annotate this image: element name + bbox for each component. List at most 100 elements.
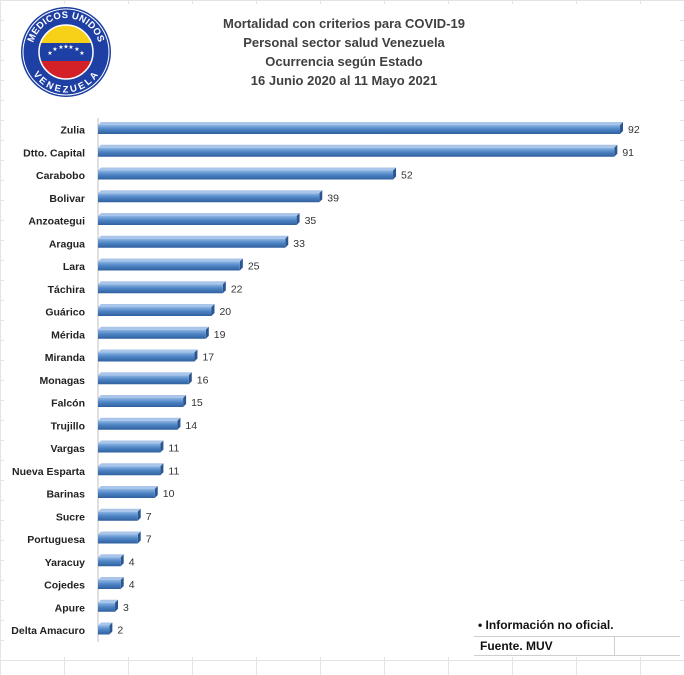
bar [98, 170, 394, 180]
category-label: Miranda [45, 352, 85, 364]
bar-side-face [188, 372, 192, 385]
category-label: Apure [55, 602, 85, 614]
bar [98, 420, 178, 430]
bar-side-face [285, 235, 289, 248]
bar [98, 375, 189, 385]
category-label: Carabobo [36, 170, 85, 182]
value-label: 11 [168, 443, 179, 455]
category-label: Vargas [51, 443, 86, 455]
svg-text:★: ★ [68, 44, 73, 51]
bar-side-face [319, 190, 323, 203]
bar-side-face [120, 554, 124, 567]
category-label: Dtto. Capital [23, 147, 85, 159]
bar-top-face [98, 258, 243, 262]
bar [98, 216, 297, 225]
bar-side-face [614, 144, 618, 157]
value-label: 91 [622, 147, 634, 159]
bar-side-face [239, 258, 243, 271]
category-label: Aragua [49, 238, 85, 250]
note-empty-cell [614, 637, 681, 655]
bar [98, 534, 138, 544]
bar-top-face [98, 122, 623, 125]
value-label: 4 [129, 579, 135, 591]
category-label: Sucre [56, 511, 85, 523]
bar [98, 398, 184, 407]
svg-text:★: ★ [74, 46, 79, 53]
value-label: 92 [628, 124, 640, 136]
bar-top-face [98, 395, 187, 398]
bar [98, 307, 212, 316]
bar-top-face [98, 213, 300, 216]
bar [98, 557, 121, 567]
category-label: Lara [63, 261, 85, 273]
bar-side-face [194, 349, 198, 362]
value-label: 35 [305, 215, 317, 227]
bar-top-face [98, 577, 124, 580]
category-label: Guárico [45, 307, 85, 319]
bar-top-face [98, 622, 113, 626]
category-label: Monagas [39, 375, 85, 387]
value-label: 16 [197, 374, 209, 386]
category-label: Barinas [46, 489, 85, 501]
bar-top-face [98, 349, 198, 353]
bar [98, 466, 161, 476]
bar-top-face [98, 463, 164, 467]
bar-top-face [98, 326, 209, 330]
bar-side-face [183, 395, 187, 407]
value-label: 3 [123, 602, 129, 614]
value-label: 52 [401, 170, 413, 182]
bar [98, 125, 620, 134]
bar [98, 489, 155, 498]
bar-side-face [137, 508, 141, 521]
value-label: 20 [219, 306, 231, 318]
bar [98, 193, 320, 203]
value-label: 7 [146, 534, 152, 546]
value-label: 7 [146, 511, 152, 523]
value-label: 4 [129, 556, 135, 568]
bar-top-face [98, 190, 323, 194]
svg-text:★: ★ [63, 44, 68, 51]
bar [98, 284, 223, 294]
bar [98, 147, 615, 157]
bar-side-face [177, 417, 181, 430]
bar-side-face [296, 213, 300, 225]
bar-side-face [120, 577, 124, 589]
bar-side-face [211, 304, 215, 316]
category-label: Portuguesa [27, 534, 85, 546]
category-label: Trujillo [51, 420, 85, 432]
value-label: 17 [202, 352, 214, 364]
category-label: Yaracuy [45, 557, 85, 569]
category-label: Mérida [51, 329, 85, 341]
bar [98, 352, 195, 362]
bar [98, 602, 116, 612]
chart-subtitle-3: 16 Junio 2020 al 11 Mayo 2021 [250, 73, 438, 88]
category-label: Nueva Esparta [12, 466, 85, 478]
bar-side-face [160, 463, 164, 476]
chart-title-block: Mortalidad con criterios para COVID-19 P… [130, 14, 558, 90]
bar [98, 443, 161, 453]
bar-top-face [98, 144, 618, 148]
bar-top-face [98, 440, 164, 444]
bar [98, 238, 286, 248]
value-label: 14 [185, 420, 197, 432]
bar-side-face [137, 531, 141, 544]
note-source-row: Fuente. MUV [474, 636, 680, 656]
value-label: 10 [163, 488, 175, 500]
bar-side-face [620, 122, 623, 134]
bar-top-face [98, 554, 124, 558]
category-label: Cojedes [44, 580, 85, 592]
value-label: 19 [214, 329, 226, 341]
bar-side-face [393, 167, 397, 180]
svg-text:★: ★ [52, 46, 57, 53]
bar-side-face [115, 599, 119, 612]
bar [98, 261, 240, 271]
bar-top-face [98, 417, 181, 421]
value-label: 39 [327, 192, 339, 204]
notes-box: • Información no oficial. Fuente. MUV [474, 612, 684, 656]
category-label: Zulia [60, 125, 85, 137]
bar [98, 625, 110, 635]
bar-side-face [222, 281, 226, 294]
bar-side-face [160, 440, 164, 453]
bar-top-face [98, 372, 192, 376]
